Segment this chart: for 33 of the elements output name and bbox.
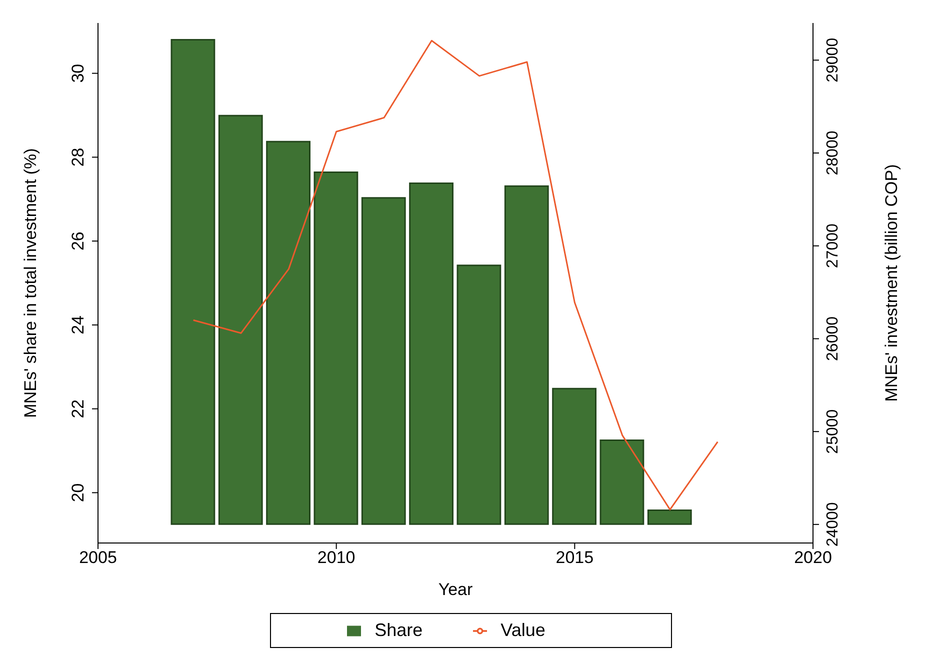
y-axis-title: MNEs' share in total investment (%): [21, 148, 40, 418]
y2-tick-label: 29000: [824, 38, 842, 82]
y-tick-label: 28: [68, 148, 88, 167]
bar: [504, 185, 549, 525]
y2-tick-label: 25000: [824, 409, 842, 454]
y2-tick-label: 27000: [824, 224, 842, 268]
bar: [218, 114, 263, 525]
bar: [361, 197, 406, 525]
line-series: [192, 40, 718, 510]
legend-label: Share: [374, 620, 423, 640]
x-tick-label: 2010: [317, 548, 356, 568]
x-axis-title: Year: [438, 580, 474, 599]
y2-tick-label: 28000: [824, 130, 842, 176]
y-tick-label: 20: [68, 483, 88, 502]
y2-tick-label: 24000: [824, 502, 842, 547]
bar: [314, 172, 358, 525]
bar: [552, 388, 596, 525]
bar: [647, 510, 692, 525]
bar: [170, 39, 216, 525]
x-tick-label: 2020: [794, 548, 832, 568]
y2-axis-title: MNEs' investment (billion COP): [882, 164, 902, 402]
x-tick-label: 2005: [79, 548, 117, 568]
bar: [409, 182, 454, 525]
y-tick-label: 22: [68, 399, 88, 418]
y-tick-label: 26: [68, 232, 88, 251]
y-tick-label: 30: [68, 64, 88, 83]
legend-label: Value: [500, 620, 546, 640]
y-tick-label: 24: [68, 315, 88, 334]
bar: [456, 264, 502, 525]
bar: [266, 140, 310, 525]
x-tick-label: 2015: [556, 548, 594, 568]
bar: [600, 440, 644, 525]
y2-tick-label: 26000: [824, 316, 842, 361]
